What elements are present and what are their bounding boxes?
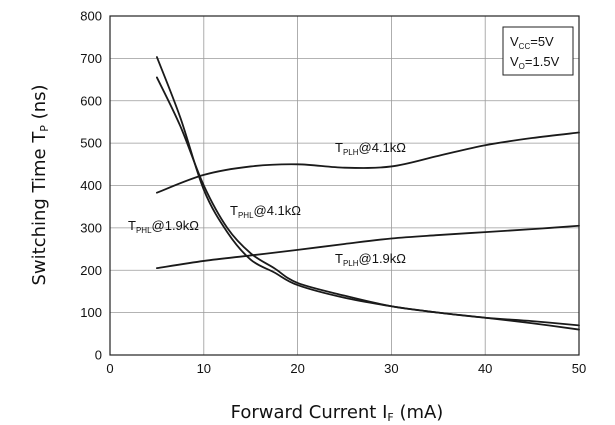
condition-vo: VO=1.5V	[510, 54, 560, 71]
y-tick-label: 300	[80, 220, 102, 235]
y-tick-label: 600	[80, 93, 102, 108]
y-tick-label: 800	[80, 9, 102, 24]
y-tick-label: 500	[80, 136, 102, 151]
y-tick-label: 400	[80, 178, 102, 193]
condition-vcc: VCC=5V	[510, 34, 554, 51]
series-line-1	[156, 224, 580, 270]
conditions-box: VCC=5V VO=1.5V	[502, 26, 574, 76]
series-label-1: TPLH@1.9kΩ	[335, 251, 406, 268]
x-tick-label: 40	[478, 361, 492, 376]
series-line-2	[156, 76, 580, 331]
series-label-0: TPLH@4.1kΩ	[335, 140, 406, 157]
series-labels: TPLH@4.1kΩ TPLH@1.9kΩ TPHL@1.9kΩ TPHL@4.1kΩ	[128, 140, 406, 268]
x-tick-label: 20	[290, 361, 304, 376]
curves	[156, 56, 580, 331]
y-tick-label: 700	[80, 51, 102, 66]
series-line-3	[156, 56, 580, 327]
x-tick-label: 10	[197, 361, 211, 376]
y-tick-label: 0	[95, 348, 102, 363]
y-tick-label: 100	[80, 305, 102, 320]
series-label-2: TPHL@1.9kΩ	[128, 218, 199, 235]
plot-frame	[109, 15, 580, 356]
x-axis-title: Forward Current IF (mA)	[231, 402, 444, 424]
y-tick-label: 200	[80, 263, 102, 278]
x-tick-label: 30	[384, 361, 398, 376]
x-tick-label: 0	[106, 361, 113, 376]
series-line-0	[156, 131, 580, 194]
x-tick-label: 50	[572, 361, 586, 376]
series-label-3: TPHL@4.1kΩ	[230, 203, 301, 220]
y-axis-title: Switching Time TP (ns)	[29, 84, 51, 285]
